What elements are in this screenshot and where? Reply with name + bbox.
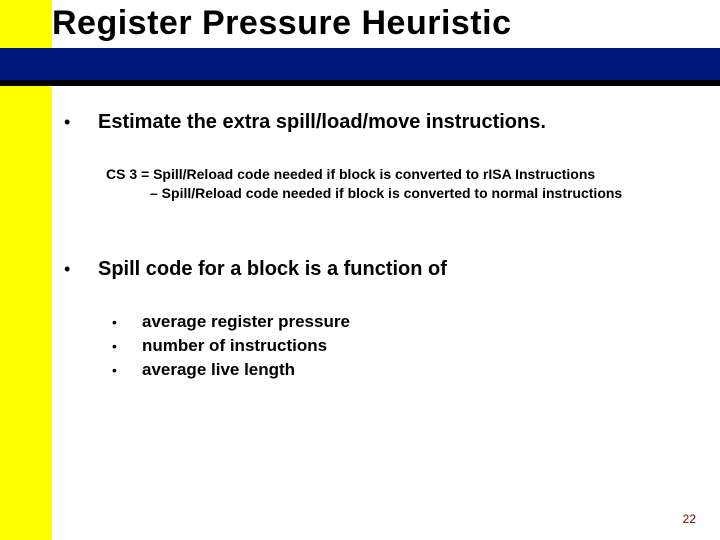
sub-bullet-1: • average register pressure (112, 312, 704, 332)
bullet-1-text: Estimate the extra spill/load/move instr… (98, 110, 546, 135)
cs-line-1: CS 3 = Spill/Reload code needed if block… (106, 165, 704, 184)
bullet-dot-icon: • (112, 336, 142, 354)
cs-formula-block: CS 3 = Spill/Reload code needed if block… (106, 165, 704, 203)
bullet-dot-icon: • (112, 312, 142, 330)
bullet-dot-icon: • (64, 257, 98, 281)
sub-bullet-1-text: average register pressure (142, 312, 350, 332)
bullet-2-text: Spill code for a block is a function of (98, 257, 447, 282)
slide: Register Pressure Heuristic • Estimate t… (0, 0, 720, 540)
sub-bullet-3-text: average live length (142, 360, 295, 380)
bullet-dot-icon: • (64, 110, 98, 134)
content-area: • Estimate the extra spill/load/move ins… (64, 110, 704, 384)
cs-line-2: – Spill/Reload code needed if block is c… (106, 184, 704, 203)
slide-title: Register Pressure Heuristic (52, 4, 511, 43)
bullet-dot-icon: • (112, 360, 142, 378)
title-black-underline (0, 80, 720, 86)
sub-bullet-list: • average register pressure • number of … (112, 312, 704, 380)
sub-bullet-3: • average live length (112, 360, 704, 380)
title-navy-stripe (0, 48, 720, 80)
sub-bullet-2: • number of instructions (112, 336, 704, 356)
bullet-1: • Estimate the extra spill/load/move ins… (64, 110, 704, 135)
sub-bullet-2-text: number of instructions (142, 336, 327, 356)
title-band (0, 48, 720, 86)
bullet-2: • Spill code for a block is a function o… (64, 257, 704, 282)
page-number: 22 (683, 512, 696, 526)
